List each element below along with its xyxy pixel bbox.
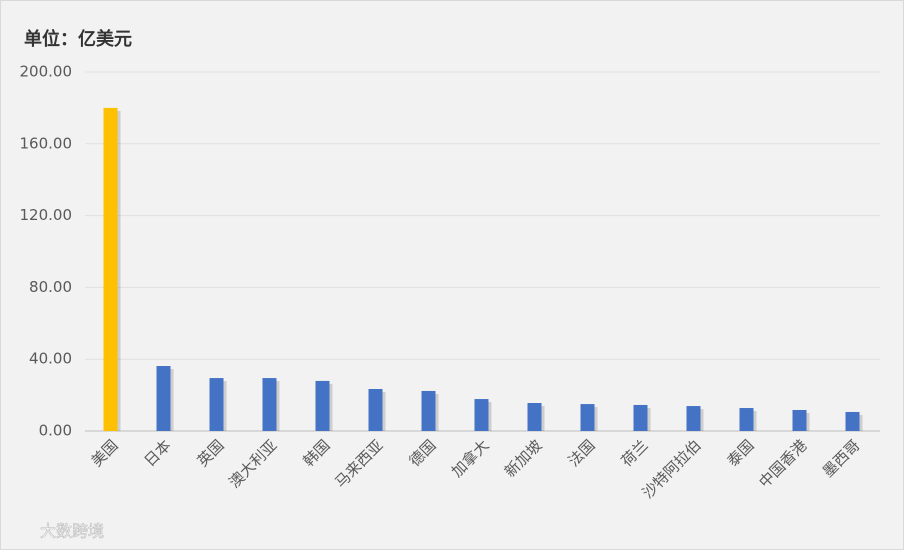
bar	[262, 378, 277, 431]
y-tick-label: 200.00	[20, 63, 73, 81]
watermark: 大数跨境	[40, 522, 104, 541]
bar	[421, 390, 436, 431]
y-tick-label: 120.00	[20, 206, 73, 224]
y-tick-label: 0.00	[39, 422, 72, 440]
bar	[368, 388, 383, 431]
chart-title: 单位：亿美元	[24, 28, 132, 50]
y-tick-label: 80.00	[29, 278, 72, 296]
bar	[845, 411, 860, 431]
bar	[527, 402, 542, 431]
y-tick-label: 160.00	[20, 134, 73, 152]
y-tick-label: 40.00	[29, 350, 72, 368]
bar	[103, 107, 118, 432]
bar	[474, 399, 489, 431]
bar	[580, 404, 595, 431]
bar	[633, 404, 648, 431]
bar	[792, 409, 807, 431]
bar	[315, 380, 330, 431]
bar	[156, 366, 171, 431]
bar	[209, 378, 224, 431]
bar	[739, 408, 754, 431]
bar	[686, 406, 701, 431]
